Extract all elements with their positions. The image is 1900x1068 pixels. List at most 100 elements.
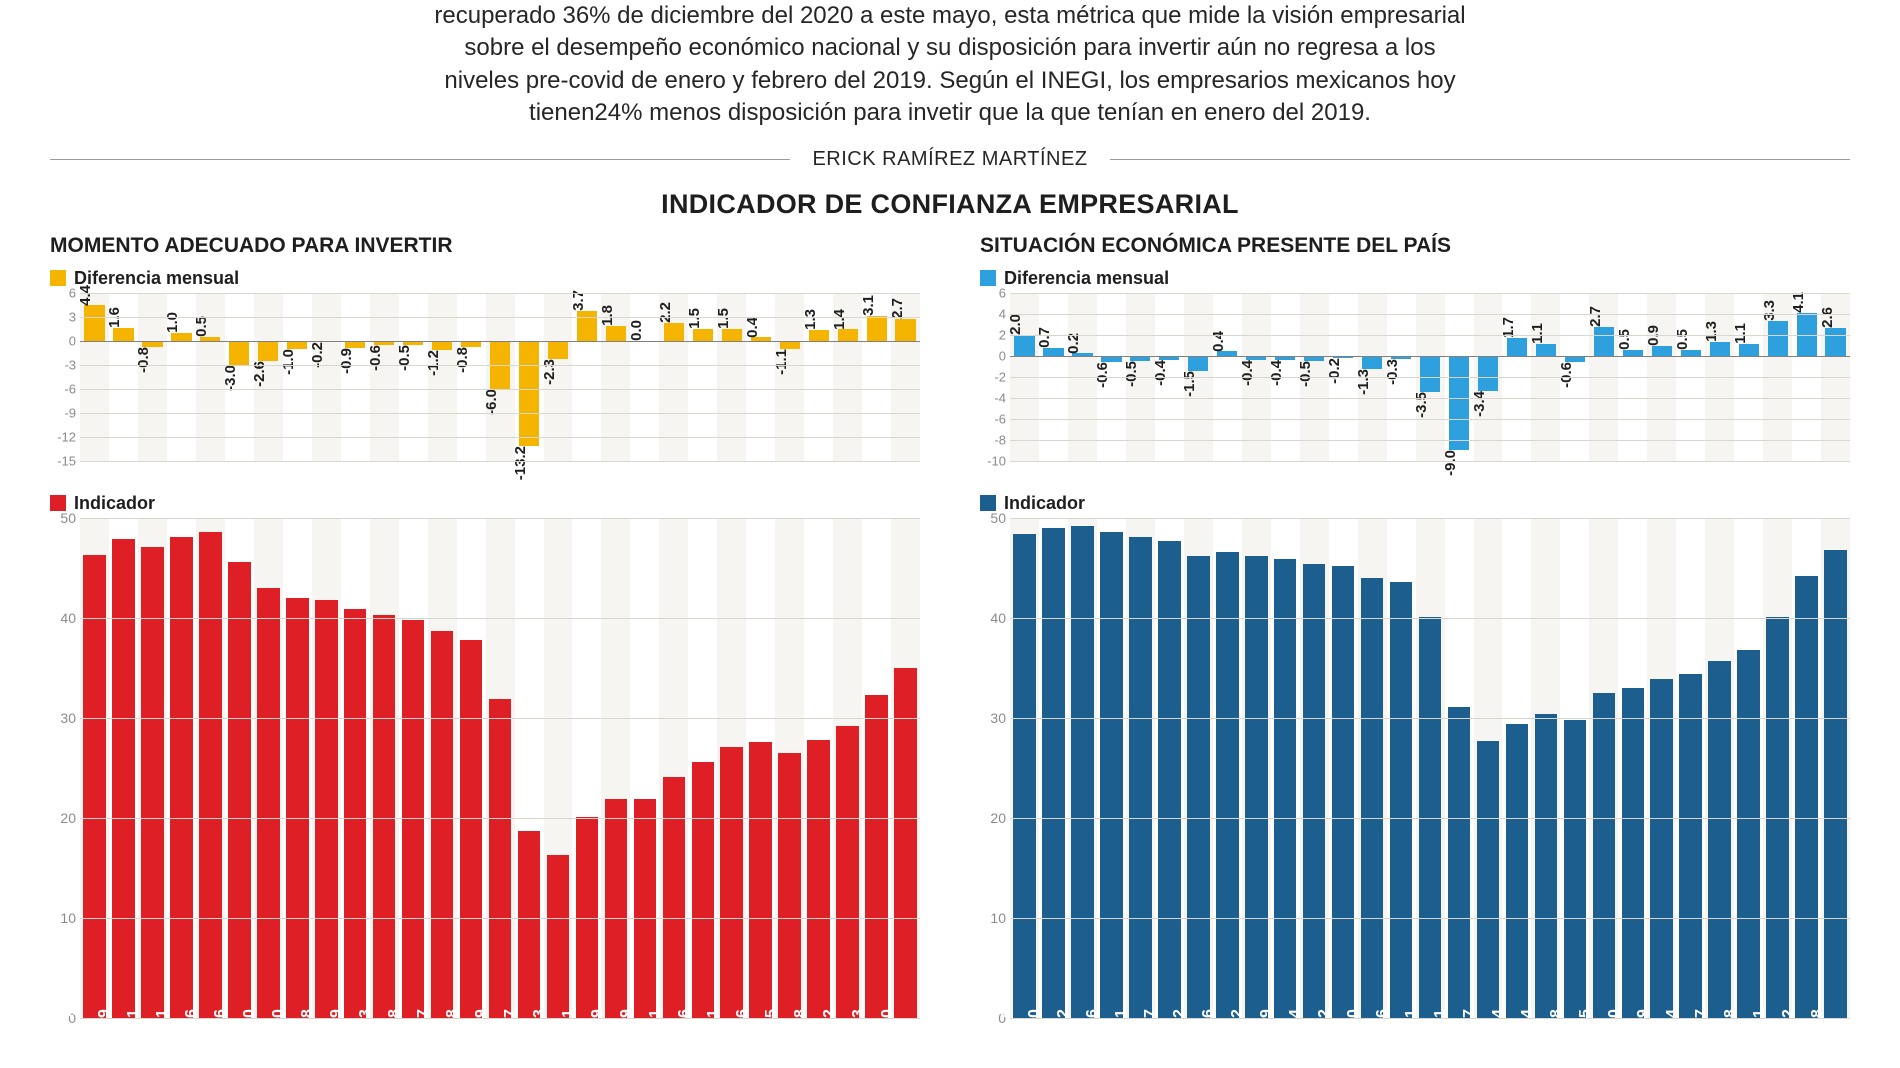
bar-column: 36.8	[1734, 518, 1763, 1018]
bar-value-label: 26.5	[763, 1010, 781, 1041]
bar-column: -1.2	[428, 293, 457, 461]
bar-value-label: -0.8	[135, 347, 152, 375]
y-tick: -9	[64, 405, 76, 420]
diff-bar	[432, 341, 452, 351]
indicator-bar: 47.9	[112, 539, 135, 1018]
indicator-bar: 48.6	[1100, 532, 1123, 1018]
bar-value-label: 39.8	[386, 1010, 404, 1041]
bar-value-label: -0.3	[1384, 359, 1401, 387]
bar-value-label: -1.1	[773, 349, 790, 377]
bar-column: 4.4	[80, 293, 109, 461]
diff-bar	[722, 329, 742, 341]
bar-column: 44.2	[1792, 518, 1821, 1018]
y-tick: -10	[987, 453, 1006, 468]
indicator-bar: 39.8	[402, 620, 425, 1018]
bar-value-label: 47.7	[1142, 1010, 1160, 1041]
bar-column: 0.5	[196, 293, 225, 461]
bar-column: 46.3	[80, 518, 109, 1018]
plot-area: 4.41.6-0.81.00.5-3.0-2.6-1.0-0.2-0.9-0.6…	[80, 293, 920, 461]
indicator-bar: 40.3	[373, 615, 396, 1018]
bar-value-label: 46.2	[1229, 1010, 1247, 1041]
bar-column: -2.6	[254, 293, 283, 461]
bar-column: 48.1	[167, 518, 196, 1018]
bar-column: -0.2	[312, 293, 341, 461]
bar-value-label: 35.0	[879, 1010, 897, 1041]
bar-value-label: -0.2	[1326, 358, 1343, 386]
indicator-bar: 33.9	[1650, 679, 1673, 1018]
bar-value-label: 47.1	[125, 1010, 143, 1041]
indicator-bar: 18.7	[518, 831, 541, 1018]
bar-column: 44.0	[1358, 518, 1387, 1018]
y-tick: 4	[999, 306, 1006, 321]
bar-value-label: -0.9	[338, 348, 355, 376]
indicator-bar: 45.6	[228, 562, 251, 1018]
bar-column: -1.1	[775, 293, 804, 461]
indicator-bar: 37.8	[460, 640, 483, 1018]
gridline	[80, 1018, 920, 1019]
bar-column: 46.6	[1213, 518, 1242, 1018]
y-tick: 0	[999, 348, 1006, 363]
diff-bar	[1536, 344, 1556, 356]
bar-column: 48.1	[1126, 518, 1155, 1018]
gridline	[80, 461, 920, 462]
bar-column: -6.0	[486, 293, 515, 461]
bar-value-label: 35.7	[1693, 1010, 1711, 1041]
diff-bar	[1420, 356, 1440, 393]
bar-value-label: 34.4	[1664, 1010, 1682, 1041]
left-diff-legend: Diferencia mensual	[50, 268, 920, 289]
y-tick: 20	[990, 810, 1006, 826]
bar-value-label: -0.6	[367, 345, 384, 373]
gridline	[80, 293, 920, 294]
diff-bar	[693, 329, 713, 341]
bar-column: 27.6	[746, 518, 775, 1018]
bar-value-label: 27.6	[734, 1010, 752, 1041]
bar-value-label: 0.4	[1210, 329, 1227, 352]
bar-column: 42.0	[283, 518, 312, 1018]
indicator-bar: 21.9	[605, 799, 628, 1018]
bar-value-label: 36.8	[1722, 1010, 1740, 1041]
y-tick: 6	[69, 285, 76, 300]
bar-column: 34.4	[1676, 518, 1705, 1018]
bar-column: 32.3	[862, 518, 891, 1018]
bar-value-label: 27.1	[705, 1010, 723, 1041]
divider-line	[50, 159, 790, 160]
bar-value-label: 0.7	[1036, 325, 1053, 348]
gridline	[1010, 1018, 1850, 1019]
diff-bar	[345, 341, 365, 348]
bar-value-label: 2.2	[657, 300, 674, 323]
bar-column: 1.5	[717, 293, 746, 461]
plot-area: 46.347.947.148.148.645.643.042.041.840.9…	[80, 518, 920, 1018]
bar-column: 43.6	[1387, 518, 1416, 1018]
indicator-bar: 47.7	[1158, 541, 1181, 1018]
bar-column: 2.7	[891, 293, 920, 461]
bar-value-label: 2.7	[1587, 304, 1604, 327]
diff-bar	[1362, 356, 1382, 370]
bar-column: 40.1	[1416, 518, 1445, 1018]
y-tick: 20	[60, 810, 76, 826]
indicator-bar: 48.1	[1129, 537, 1152, 1018]
bar-value-label: 48.6	[1084, 1010, 1102, 1041]
bar-column: 46.2	[1184, 518, 1213, 1018]
bar-value-label: 47.9	[96, 1010, 114, 1041]
indicator-bar: 49.2	[1071, 526, 1094, 1018]
bar-value-label: 43.6	[1374, 1010, 1392, 1041]
y-tick: 40	[60, 610, 76, 626]
intro-line: tienen24% menos disposición para invetir…	[529, 99, 1371, 126]
diff-bar	[1188, 356, 1208, 372]
bar-value-label: 45.9	[1258, 1010, 1276, 1041]
right-ind-legend: Indicador	[980, 493, 1850, 514]
indicator-bar: 46.2	[1187, 556, 1210, 1018]
intro-paragraph: recuperado 36% de diciembre del 2020 a e…	[0, 0, 1900, 148]
y-tick: 50	[60, 510, 76, 526]
indicator-bar: 35.0	[894, 668, 917, 1018]
indicator-bar: 25.6	[692, 762, 715, 1018]
bar-value-label: 38.7	[415, 1010, 433, 1041]
bar-column: -3.0	[225, 293, 254, 461]
bar-column: 46.2	[1242, 518, 1271, 1018]
bar-column: 0.0	[630, 293, 659, 461]
bar-value-label: 44.2	[1780, 1010, 1798, 1041]
indicator-bar: 46.6	[1216, 552, 1239, 1018]
bar-column: 49.0	[1039, 518, 1068, 1018]
bar-value-label: 33.0	[1606, 1010, 1624, 1041]
left-subtitle: MOMENTO ADECUADO PARA INVERTIR	[50, 234, 920, 258]
